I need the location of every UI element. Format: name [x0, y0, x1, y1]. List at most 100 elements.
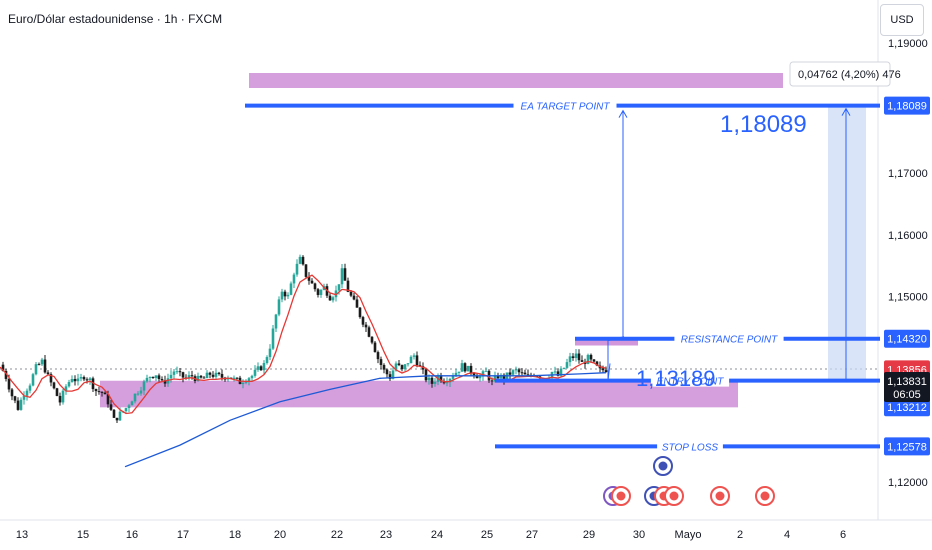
currency-button[interactable]: USD — [880, 4, 924, 36]
candle-body — [217, 372, 221, 374]
candle-body — [460, 363, 464, 372]
candle-body — [169, 374, 173, 379]
y-tick-label: 1,17000 — [888, 168, 928, 180]
candle-body — [55, 388, 59, 396]
price-tag — [884, 329, 930, 348]
candle-body — [289, 283, 293, 295]
candle-body — [196, 375, 200, 381]
candle-body — [232, 377, 236, 379]
candle-body — [361, 317, 365, 325]
candle-body — [394, 363, 398, 371]
x-tick-label: 30 — [633, 529, 645, 541]
candle-body — [526, 374, 530, 376]
candle-body — [76, 378, 80, 382]
candle-body — [574, 353, 578, 359]
price-tag — [884, 96, 930, 115]
candle-body — [319, 289, 323, 295]
x-tick-label: 4 — [784, 529, 790, 541]
candle-body — [52, 382, 56, 389]
candle-body — [445, 382, 449, 384]
candle-body — [82, 377, 86, 380]
candle-body — [559, 368, 563, 376]
candle-body — [472, 373, 476, 377]
candle-body — [244, 381, 248, 383]
candle-body — [109, 404, 113, 410]
level-label: RESISTANCE POINT — [681, 335, 778, 346]
target-price-annotation: 1,18089 — [720, 111, 807, 138]
candle-body — [40, 359, 44, 365]
symbol-title[interactable]: Euro/Dólar estadounidense · 1h · FXCM — [8, 12, 223, 26]
candle-body — [73, 378, 77, 382]
y-tick-label: 1,12000 — [888, 477, 928, 489]
price-tag — [884, 437, 930, 456]
x-tick-label: 22 — [331, 529, 343, 541]
candle-body — [412, 355, 416, 357]
level-label-bg — [674, 332, 784, 345]
price-tag-label: 1,14320 — [887, 334, 927, 346]
candle-body — [112, 409, 116, 418]
candle-body — [328, 295, 332, 301]
candle-body — [301, 256, 305, 265]
candle-body — [277, 299, 281, 315]
x-tick-label: 2 — [737, 529, 743, 541]
candle-body — [43, 359, 47, 373]
candle-body — [388, 374, 392, 379]
candle-body — [64, 386, 68, 391]
candle-body — [478, 376, 482, 379]
candle-body — [391, 370, 395, 379]
y-tick-label: 1,15000 — [888, 292, 928, 304]
candle-body — [10, 389, 14, 397]
candle-body — [553, 371, 557, 373]
candle-body — [271, 328, 275, 349]
candle-body — [151, 376, 155, 378]
candle-body — [214, 372, 218, 377]
x-tick-label: Mayo — [675, 529, 702, 541]
candle-body — [16, 400, 20, 410]
candle-body — [604, 370, 608, 373]
candle-body — [85, 379, 89, 381]
target-arrow-head — [618, 109, 628, 118]
level-label: STOP LOSS — [662, 442, 718, 453]
measure-box — [828, 105, 866, 381]
candle-body — [424, 369, 428, 381]
candle-body — [91, 378, 95, 390]
candle-body — [67, 382, 71, 387]
candle-body — [427, 377, 431, 381]
candle-body — [586, 354, 590, 364]
ma-blue-line — [124, 372, 607, 468]
x-tick-label: 23 — [380, 529, 392, 541]
candle-body — [595, 361, 599, 366]
candle-body — [139, 390, 143, 394]
candle-body — [589, 354, 593, 360]
x-tick-label: 18 — [229, 529, 241, 541]
candle-body — [70, 378, 74, 383]
level-label: ENTRY POINT — [657, 377, 725, 388]
candle-body — [400, 365, 404, 370]
candle-body — [349, 291, 353, 296]
candle-body — [28, 385, 32, 391]
candle-body — [25, 390, 29, 396]
candle-body — [142, 381, 146, 391]
candle-body — [7, 378, 11, 390]
candle-body — [475, 376, 479, 379]
candle-body — [31, 374, 35, 386]
candle-body — [358, 307, 362, 318]
x-tick-label: 20 — [274, 529, 286, 541]
candle-body — [148, 376, 152, 378]
candle-body — [430, 377, 434, 384]
candle-body — [259, 366, 263, 371]
x-tick-label: 15 — [77, 529, 89, 541]
candle-body — [448, 378, 452, 383]
candle-body — [355, 299, 359, 308]
target-zone — [249, 73, 783, 88]
candle-body — [22, 395, 26, 400]
candles-group — [1, 254, 608, 423]
x-tick-label: 24 — [431, 529, 443, 541]
candle-body — [130, 401, 134, 406]
candle-body — [415, 355, 419, 366]
triangle-pattern — [607, 336, 625, 381]
candle-body — [433, 381, 437, 384]
candle-body — [160, 379, 164, 381]
candle-body — [19, 399, 23, 410]
